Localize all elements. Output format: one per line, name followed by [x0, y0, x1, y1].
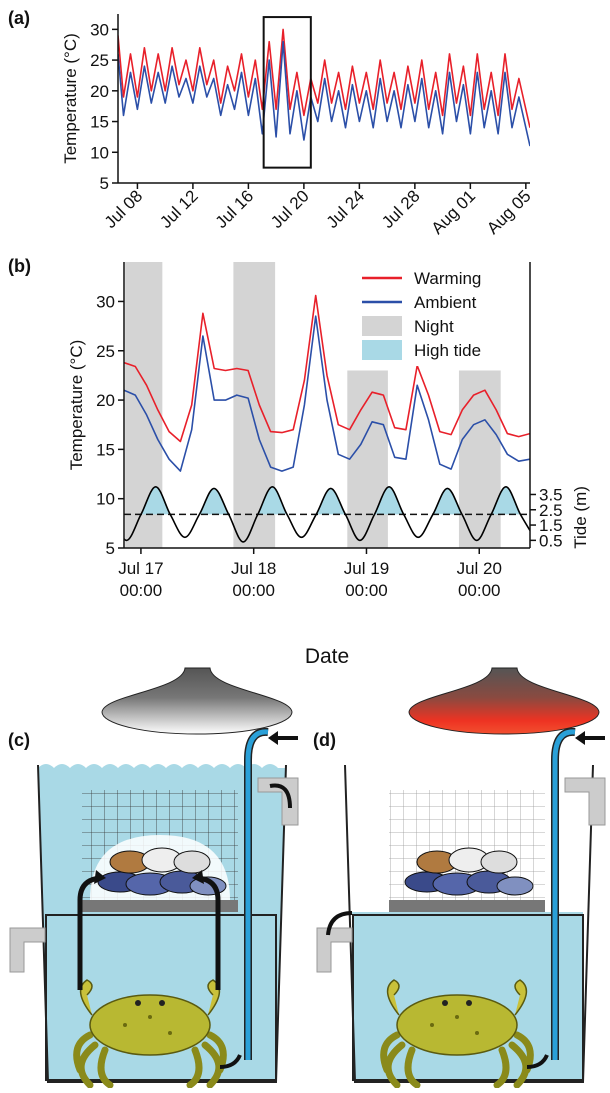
plot [124, 262, 530, 548]
inflow-tube [245, 729, 269, 1060]
platform [82, 900, 238, 912]
panel-label: (b) [8, 256, 31, 276]
x-tick-label: Jul 24 [323, 186, 369, 232]
arrow-head [268, 731, 278, 745]
y2-tick-label: 3.5 [539, 485, 563, 504]
illustration-c: (c) [8, 667, 299, 1085]
x-tick-label: Jul 28 [378, 186, 424, 232]
x-tick-sublabel: 00:00 [232, 581, 275, 600]
y-tick-label: 5 [106, 539, 115, 558]
tank [37, 764, 287, 1083]
x-tick-label: Jul 12 [156, 186, 202, 232]
tide-line [124, 485, 530, 543]
inner-tank [45, 914, 277, 1081]
y-tick-label: 20 [96, 391, 115, 410]
overflow-spout [257, 777, 299, 826]
x-tick-sublabel: 00:00 [345, 581, 388, 600]
night-band [458, 370, 501, 548]
arrow-head [575, 731, 585, 745]
y-tick-label: 20 [90, 82, 109, 101]
series-line [124, 294, 530, 443]
platform [389, 900, 545, 912]
arrow-head [192, 870, 204, 884]
y2-tick-label: 2.5 [539, 501, 563, 520]
legend-label: Ambient [414, 293, 477, 312]
panel-label: (c) [8, 730, 30, 750]
inflow-tube [552, 729, 576, 1060]
series-line [118, 28, 530, 128]
tank [344, 764, 594, 1083]
y-tick-label: 30 [90, 20, 109, 39]
x-tick-sublabel: 00:00 [458, 581, 501, 600]
y-tick-label: 5 [100, 174, 109, 193]
overflow-arrow [326, 911, 353, 936]
x-tick-label: Aug 05 [483, 186, 535, 238]
y-tick-label: 25 [96, 342, 115, 361]
night-band [347, 370, 388, 548]
plot [118, 28, 530, 147]
outflow-arrow [219, 1054, 242, 1069]
high-tide-group [141, 486, 521, 515]
y-tick-label: 15 [90, 113, 109, 132]
y-tick-label: 15 [96, 440, 115, 459]
panel-label: (a) [8, 8, 30, 28]
y-tick-label: 25 [90, 51, 109, 70]
overflow-arrow [269, 783, 292, 809]
illustration-d: (d) [313, 667, 606, 1085]
series-line [124, 315, 530, 472]
heat-lamp [101, 667, 293, 735]
x-axis-label: Date [305, 645, 349, 668]
y2-axis-label: Tide (m) [571, 486, 590, 549]
y-axis-label: Temperature (°C) [61, 33, 80, 164]
series-line [118, 40, 530, 147]
panel-label: (d) [313, 730, 336, 750]
spout [9, 927, 46, 973]
spout [564, 777, 606, 826]
legend-swatch [362, 340, 402, 360]
x-tick-label: Jul 20 [457, 559, 502, 578]
legend-label: Warming [414, 269, 481, 288]
y-tick-label: 10 [96, 490, 115, 509]
inner-tank [352, 914, 584, 1081]
y-tick-label: 10 [90, 143, 109, 162]
x-tick-label: Jul 17 [118, 559, 163, 578]
highlight-box [262, 16, 312, 169]
legend-swatch [362, 316, 402, 336]
x-tick-label: Aug 01 [428, 186, 480, 238]
y2-tick-label: 1.5 [539, 516, 563, 535]
arrow-head [94, 870, 106, 884]
x-tick-label: Jul 16 [212, 186, 258, 232]
x-tick-sublabel: 00:00 [120, 581, 163, 600]
y2-tick-label: 0.5 [539, 531, 563, 550]
overflow-spout [316, 927, 353, 973]
heat-lamp [408, 667, 600, 735]
x-tick-label: Jul 18 [231, 559, 276, 578]
legend-label: High tide [414, 341, 481, 360]
x-tick-label: Jul 19 [344, 559, 389, 578]
high-tide-area [141, 486, 521, 515]
legend-label: Night [414, 317, 454, 336]
y-axis-label: Temperature (°C) [67, 340, 86, 471]
outflow-arrow [526, 1054, 549, 1069]
y-tick-label: 30 [96, 292, 115, 311]
x-tick-label: Jul 08 [101, 186, 147, 232]
x-tick-label: Jul 20 [267, 186, 313, 232]
